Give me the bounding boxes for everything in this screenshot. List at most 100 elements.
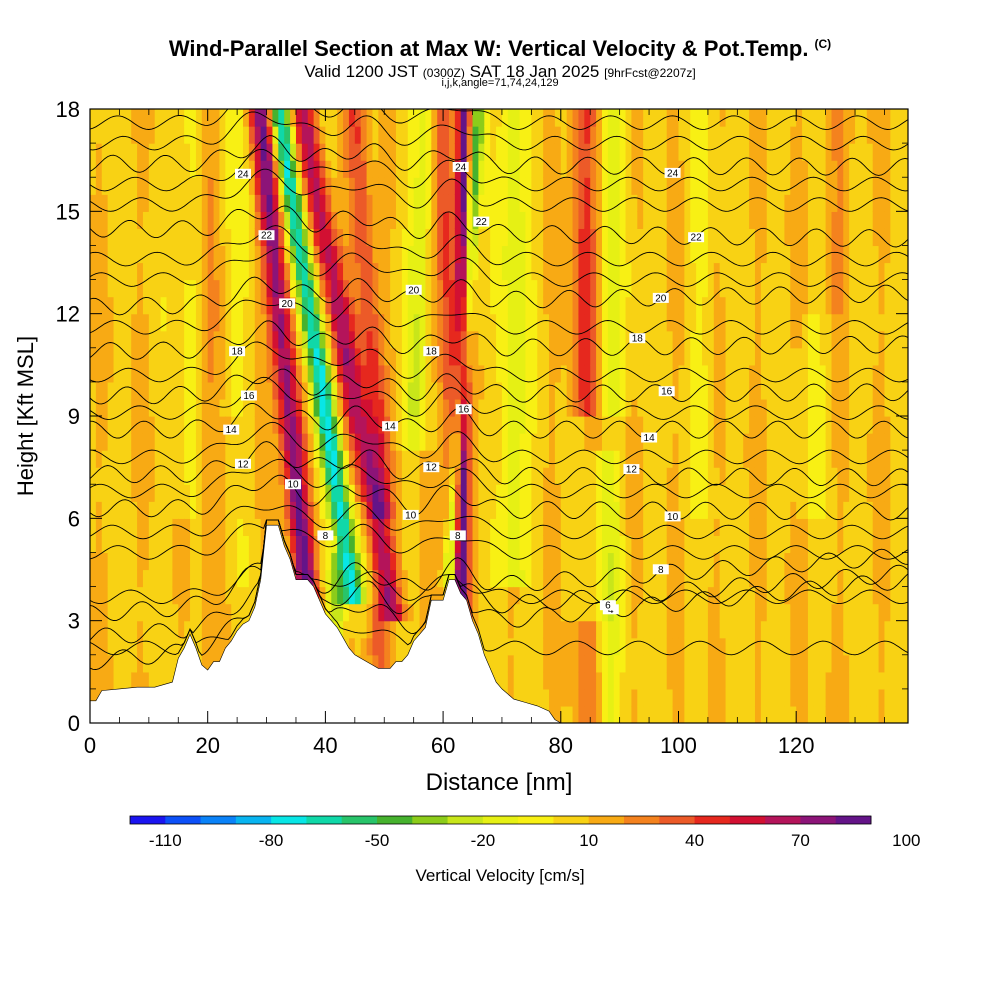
velocity-cell <box>713 433 721 451</box>
velocity-cell <box>625 398 633 417</box>
velocity-cell <box>590 364 597 383</box>
velocity-cell <box>219 330 226 349</box>
velocity-cell <box>519 381 527 400</box>
velocity-cell <box>637 279 644 298</box>
velocity-cell <box>684 484 691 502</box>
velocity-cell <box>696 484 703 502</box>
velocity-cell <box>496 279 503 298</box>
velocity-cell <box>319 569 326 588</box>
velocity-cell <box>131 416 138 434</box>
velocity-cell <box>354 467 362 485</box>
velocity-cell <box>719 501 727 519</box>
velocity-cell <box>195 637 203 656</box>
velocity-cell <box>219 245 226 264</box>
velocity-cell <box>107 484 115 502</box>
velocity-cell <box>248 211 256 229</box>
velocity-cell <box>654 484 662 502</box>
velocity-cell <box>131 347 138 366</box>
velocity-cell <box>584 313 591 332</box>
velocity-cell <box>454 109 462 127</box>
velocity-cell <box>272 347 279 366</box>
velocity-cell <box>137 586 144 605</box>
velocity-cell <box>543 416 550 434</box>
velocity-cell <box>372 569 379 588</box>
velocity-cell <box>678 535 685 554</box>
velocity-cell <box>672 381 680 400</box>
velocity-cell <box>166 569 173 588</box>
velocity-cell <box>313 416 321 434</box>
velocity-cell <box>802 347 809 366</box>
velocity-cell <box>166 603 173 622</box>
velocity-cell <box>772 552 780 571</box>
velocity-cell <box>519 398 527 417</box>
velocity-cell <box>649 245 656 264</box>
velocity-cell <box>837 535 844 554</box>
velocity-cell <box>401 330 409 349</box>
velocity-cell <box>672 398 680 417</box>
velocity-cell <box>431 160 438 178</box>
velocity-cell <box>331 262 338 281</box>
velocity-cell <box>872 364 880 383</box>
velocity-cell <box>243 569 250 588</box>
velocity-cell <box>860 245 868 264</box>
velocity-cell <box>396 330 403 349</box>
velocity-cell <box>896 569 903 588</box>
velocity-cell <box>113 296 121 315</box>
velocity-cell <box>754 262 762 281</box>
velocity-cell <box>343 535 350 554</box>
velocity-cell <box>878 381 886 400</box>
velocity-cell <box>460 518 468 536</box>
velocity-cell <box>643 160 650 178</box>
velocity-cell <box>248 518 256 536</box>
velocity-cell <box>825 433 833 451</box>
velocity-cell <box>454 177 462 195</box>
velocity-cell <box>525 620 532 639</box>
velocity-cell <box>660 245 668 264</box>
velocity-cell <box>754 245 762 264</box>
velocity-cell <box>378 160 385 178</box>
velocity-cell <box>778 569 786 588</box>
velocity-cell <box>878 279 886 298</box>
velocity-cell <box>590 501 597 519</box>
velocity-cell <box>237 552 244 571</box>
velocity-cell <box>101 450 109 468</box>
velocity-cell <box>331 109 338 127</box>
velocity-cell <box>413 535 421 554</box>
velocity-cell <box>195 160 203 178</box>
velocity-cell <box>107 245 115 264</box>
velocity-cell <box>654 518 662 536</box>
velocity-cell <box>578 535 585 554</box>
velocity-cell <box>843 586 850 605</box>
velocity-cell <box>90 279 97 298</box>
velocity-cell <box>425 160 432 178</box>
velocity-cell <box>125 433 132 451</box>
velocity-cell <box>337 381 344 400</box>
velocity-cell <box>743 654 750 673</box>
velocity-cell <box>843 228 850 247</box>
velocity-cell <box>784 160 791 178</box>
velocity-cell <box>696 501 703 519</box>
velocity-cell <box>660 262 668 281</box>
velocity-cell <box>596 705 603 723</box>
velocity-cell <box>890 450 897 468</box>
velocity-cell <box>513 177 521 195</box>
velocity-cell <box>849 603 856 622</box>
velocity-cell <box>496 245 503 264</box>
velocity-cell <box>601 228 609 247</box>
velocity-cell <box>313 330 321 349</box>
velocity-cell <box>90 211 97 229</box>
velocity-cell <box>301 433 309 451</box>
velocity-cell <box>637 228 644 247</box>
velocity-cell <box>837 143 844 161</box>
velocity-cell <box>731 654 738 673</box>
velocity-cell <box>631 501 638 519</box>
velocity-cell <box>543 279 550 298</box>
velocity-cell <box>649 654 656 673</box>
velocity-cell <box>855 569 862 588</box>
velocity-cell <box>707 603 715 622</box>
velocity-cell <box>525 603 532 622</box>
velocity-cell <box>772 450 780 468</box>
velocity-cell <box>378 194 385 212</box>
velocity-cell <box>790 705 797 723</box>
velocity-cell <box>754 228 762 247</box>
